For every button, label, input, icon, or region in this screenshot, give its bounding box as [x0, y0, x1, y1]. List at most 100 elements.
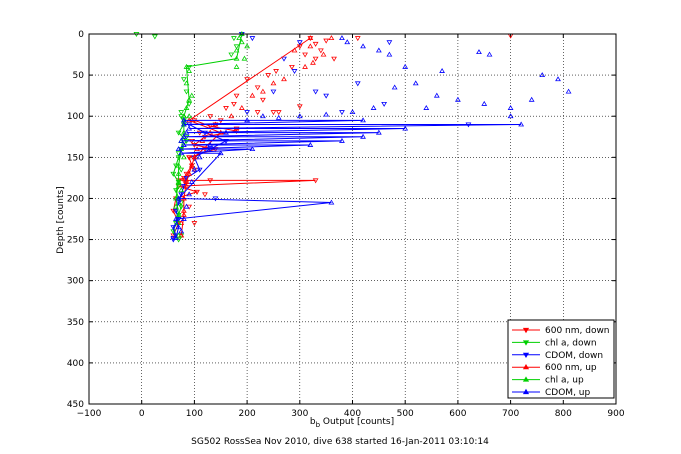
data-point: [312, 41, 319, 47]
plot-border: [88, 33, 617, 405]
data-point: [173, 203, 179, 209]
data-point: [275, 110, 282, 116]
data-point: [231, 36, 237, 42]
data-point: [188, 179, 195, 184]
legend: 600 nm, down chl a, down CDOM, down 600 nm,…: [507, 319, 615, 399]
data-point: [481, 100, 488, 106]
data-point: [178, 137, 185, 143]
x-tick-label: 300: [291, 409, 308, 419]
data-point: [339, 110, 345, 116]
data-point: [212, 196, 219, 202]
data-point: [310, 59, 316, 65]
y-tick-label: 400: [67, 359, 84, 369]
data-point: [175, 179, 182, 184]
data-point: [244, 77, 250, 83]
data-point: [412, 80, 419, 86]
data-point: [180, 154, 187, 160]
data-point: [207, 114, 214, 120]
data-point: [344, 39, 351, 45]
data-point: [391, 84, 398, 90]
data-point: [331, 56, 337, 62]
data-point: [291, 47, 298, 53]
data-point: [528, 96, 535, 102]
legend-label: chl a, up: [545, 376, 584, 386]
data-point: [260, 113, 266, 119]
data-point: [228, 113, 235, 119]
data-point: [386, 40, 393, 46]
legend-entry: 600 nm, up: [512, 363, 597, 373]
data-point: [186, 191, 193, 197]
data-point: [183, 89, 190, 95]
data-point: [191, 166, 198, 172]
y-tick-label: 50: [73, 71, 85, 81]
data-point: [323, 111, 330, 117]
data-point: [194, 189, 200, 195]
data-point: [381, 101, 388, 107]
data-point: [555, 76, 561, 82]
data-point: [170, 237, 177, 243]
data-point: [249, 146, 256, 152]
x-tick-label: −100: [77, 409, 102, 419]
data-point: [186, 155, 193, 161]
y-tick-label: 0: [78, 30, 84, 40]
legend-label: 600 nm, up: [545, 363, 597, 373]
x-tick-labels: −100 0 100 200 300 400 500 600 700 800 900: [77, 409, 625, 419]
data-point: [244, 110, 250, 116]
data-point: [273, 69, 279, 74]
data-point: [233, 55, 240, 61]
data-point: [302, 63, 308, 69]
data-point: [455, 96, 461, 102]
data-point: [507, 105, 514, 110]
data-point: [233, 44, 240, 50]
legend-swatch-marker: [522, 352, 530, 358]
legend-entry: 600 nm, down: [512, 326, 610, 336]
data-point: [288, 64, 295, 70]
data-point: [217, 150, 224, 156]
data-point: [178, 228, 185, 234]
data-point: [312, 89, 319, 95]
data-point: [265, 73, 272, 79]
data-point: [183, 63, 190, 69]
data-point: [360, 43, 366, 49]
legend-box: [507, 319, 615, 399]
data-point: [196, 154, 203, 160]
legend-label: chl a, down: [545, 338, 597, 348]
legend-label: CDOM, up: [545, 388, 590, 398]
data-point: [188, 162, 195, 168]
y-axis-label: Depth [counts]: [56, 186, 66, 253]
series-layer: [133, 31, 572, 243]
data-point: [323, 93, 330, 99]
data-point: [402, 125, 409, 131]
data-point: [170, 171, 177, 177]
data-point: [188, 92, 195, 98]
legend-swatch-marker: [522, 340, 530, 346]
y-tick-labels: 0 50 100 150 200 250 300 350 400 450: [67, 30, 84, 410]
data-point: [151, 34, 158, 40]
data-point: [354, 36, 361, 42]
data-point: [236, 35, 243, 41]
legend-entry: CDOM, up: [512, 388, 590, 398]
y-tick-label: 300: [67, 277, 84, 287]
data-point: [260, 88, 266, 94]
data-point: [260, 97, 266, 103]
data-point: [539, 72, 546, 78]
data-point: [178, 187, 185, 193]
data-point: [183, 203, 190, 209]
data-point: [180, 207, 187, 213]
x-axis-label-subscript: b: [316, 421, 321, 429]
data-point: [423, 105, 430, 110]
data-point: [307, 35, 314, 41]
data-point: [296, 40, 303, 46]
data-point: [307, 43, 314, 49]
data-point: [173, 208, 179, 214]
legend-label: 600 nm, down: [545, 326, 610, 336]
data-point: [186, 170, 193, 176]
data-point: [233, 63, 240, 69]
data-point: [207, 178, 214, 184]
data-point: [302, 52, 308, 58]
data-point: [317, 48, 324, 54]
data-point: [180, 77, 187, 83]
x-tick-label: 600: [449, 409, 466, 419]
legend-entry: chl a, down: [512, 338, 597, 348]
data-point: [275, 114, 282, 120]
